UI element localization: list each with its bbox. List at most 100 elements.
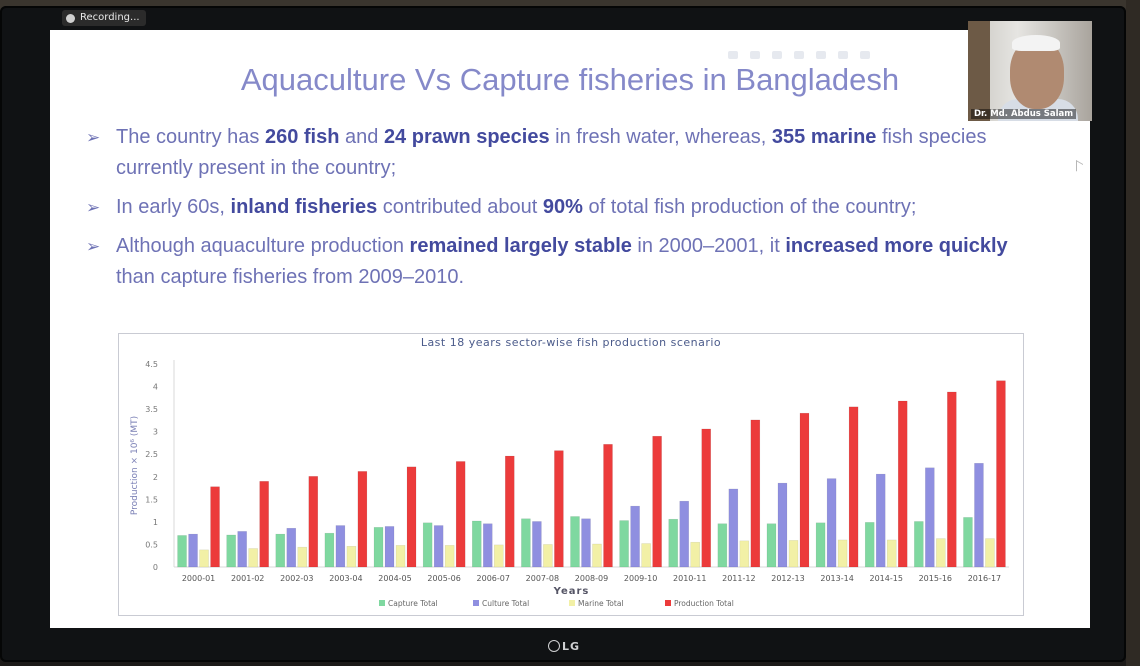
y-tick-label: 1 xyxy=(153,518,158,527)
bar-culture-total xyxy=(826,478,837,568)
bar-marine-total xyxy=(788,540,799,568)
slide-title: Aquaculture Vs Capture fisheries in Bang… xyxy=(240,62,900,97)
y-tick-label: 4.5 xyxy=(145,360,158,369)
legend-label: Marine Total xyxy=(578,599,624,608)
bar-marine-total xyxy=(837,539,848,568)
bar-marine-total xyxy=(936,538,946,568)
participant-shirt xyxy=(998,99,1078,121)
chart-svg: Last 18 years sector-wise fish productio… xyxy=(130,336,1009,608)
bar-culture-total xyxy=(925,467,935,568)
wall-edge xyxy=(1126,0,1140,666)
tv-brand-logo: LG xyxy=(548,640,580,653)
recording-label: Recording... xyxy=(80,12,140,23)
bar-production-total xyxy=(652,435,662,568)
y-tick-label: 3 xyxy=(153,428,158,437)
participant-cap xyxy=(1012,35,1060,51)
bar-capture-total xyxy=(766,523,777,568)
bar-marine-total xyxy=(886,539,897,568)
y-tick-label: 2 xyxy=(153,473,158,482)
record-dot-icon xyxy=(66,13,75,23)
bar-marine-total xyxy=(690,541,700,568)
arrow-bullet-icon: ➢ xyxy=(86,237,101,256)
bar-marine-total xyxy=(739,540,750,568)
bar-culture-total xyxy=(433,525,444,568)
legend-swatch xyxy=(473,600,479,606)
x-tick-label: 2001-02 xyxy=(231,574,264,583)
x-tick-label: 2010-11 xyxy=(673,574,706,583)
y-tick-label: 3.5 xyxy=(145,405,158,414)
bar-marine-total xyxy=(346,545,357,568)
bar-production-total xyxy=(897,400,908,568)
x-tick-label: 2016-17 xyxy=(968,574,1001,583)
bar-production-total xyxy=(210,486,220,568)
x-tick-label: 2013-14 xyxy=(820,574,853,583)
bar-production-total xyxy=(406,466,417,568)
bullet-list: ➢ The country has 260 fish and 24 prawn … xyxy=(86,122,1046,301)
bar-culture-total xyxy=(286,527,297,568)
x-tick-label: 2015-16 xyxy=(919,574,952,583)
bar-production-total xyxy=(848,406,859,568)
bar-culture-total xyxy=(335,525,346,568)
bar-culture-total xyxy=(974,462,984,568)
bookshelf xyxy=(968,21,990,121)
bar-culture-total xyxy=(384,526,395,568)
participant-video[interactable]: Dr. Md. Abdus Salam xyxy=(968,21,1092,121)
y-tick-label: 2.5 xyxy=(145,450,158,459)
bar-production-total xyxy=(750,419,761,568)
x-tick-label: 2005-06 xyxy=(427,574,460,583)
bar-production-total xyxy=(603,444,613,568)
bar-culture-total xyxy=(679,500,689,568)
bar-culture-total xyxy=(237,531,247,568)
bar-culture-total xyxy=(188,533,198,568)
slide-toolbar xyxy=(728,44,928,59)
bar-culture-total xyxy=(875,473,886,568)
bar-capture-total xyxy=(963,517,973,568)
legend-label: Production Total xyxy=(674,599,734,608)
bar-production-total xyxy=(505,455,515,568)
y-axis-label: Production × 10⁶ (MT) xyxy=(130,416,140,515)
bar-capture-total xyxy=(373,527,384,568)
x-tick-label: 2012-13 xyxy=(771,574,804,583)
bar-capture-total xyxy=(177,535,187,568)
recording-indicator[interactable]: Recording... xyxy=(62,10,146,26)
x-tick-label: 2011-12 xyxy=(722,574,755,583)
bar-capture-total xyxy=(619,520,629,568)
bar-marine-total xyxy=(199,549,209,568)
legend-label: Culture Total xyxy=(482,599,529,608)
bar-marine-total xyxy=(297,546,308,568)
bar-capture-total xyxy=(914,521,924,568)
legend-swatch xyxy=(665,600,671,606)
y-tick-label: 0.5 xyxy=(145,540,158,549)
participant-name: Dr. Md. Abdus Salam xyxy=(971,109,1077,119)
bar-culture-total xyxy=(630,505,640,568)
bar-production-total xyxy=(308,476,319,568)
arrow-bullet-icon: ➢ xyxy=(86,198,101,217)
bar-culture-total xyxy=(532,521,542,568)
bar-culture-total xyxy=(483,523,493,568)
chart-title: Last 18 years sector-wise fish productio… xyxy=(421,336,721,349)
bar-production-total xyxy=(701,428,711,568)
bar-marine-total xyxy=(444,545,455,568)
bar-capture-total xyxy=(668,518,678,568)
bar-capture-total xyxy=(864,522,875,568)
bar-culture-total xyxy=(581,518,591,568)
bar-marine-total xyxy=(543,544,553,568)
bar-production-total xyxy=(799,412,810,568)
production-chart: Last 18 years sector-wise fish productio… xyxy=(118,333,1024,616)
legend-swatch xyxy=(379,600,385,606)
x-tick-label: 2008-09 xyxy=(575,574,608,583)
bar-production-total xyxy=(554,450,564,568)
bullet-item: ➢ Although aquaculture production remain… xyxy=(86,231,1046,293)
x-tick-label: 2000-01 xyxy=(182,574,215,583)
bar-production-total xyxy=(357,471,368,568)
legend-label: Capture Total xyxy=(388,599,438,608)
x-tick-label: 2002-03 xyxy=(280,574,313,583)
bullet-item: ➢ In early 60s, inland fisheries contrib… xyxy=(86,192,1046,223)
legend-swatch xyxy=(569,600,575,606)
bar-production-total xyxy=(259,481,269,568)
bar-marine-total xyxy=(494,544,504,568)
slide-screen: Aquaculture Vs Capture fisheries in Bang… xyxy=(50,30,1090,628)
bar-capture-total xyxy=(815,522,826,568)
bar-capture-total xyxy=(717,523,728,568)
bar-marine-total xyxy=(395,545,406,568)
